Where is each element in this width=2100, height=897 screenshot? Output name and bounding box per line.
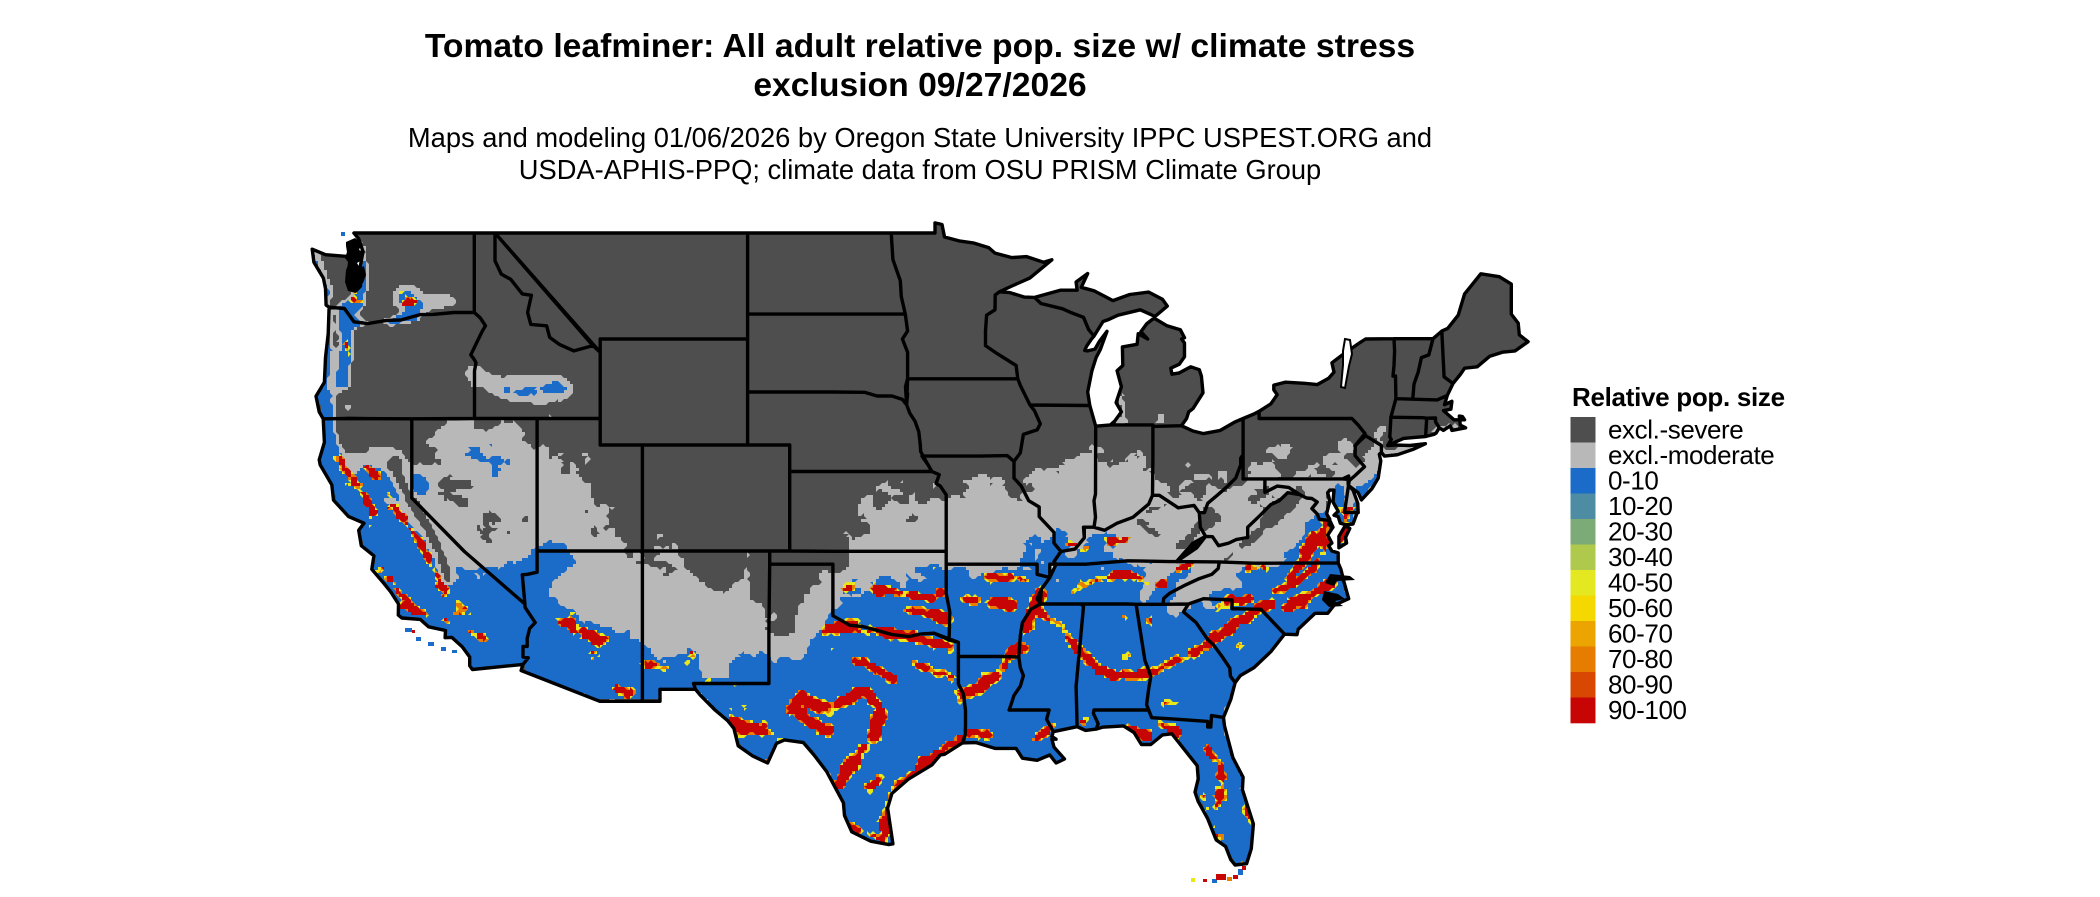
svg-text:40-50: 40-50: [1608, 568, 1673, 598]
svg-text:Maps and modeling 01/06/2026 b: Maps and modeling 01/06/2026 by Oregon S…: [408, 122, 1432, 153]
svg-text:exclusion 09/27/2026: exclusion 09/27/2026: [753, 66, 1086, 104]
svg-text:excl.-severe: excl.-severe: [1608, 415, 1743, 445]
svg-text:30-40: 30-40: [1608, 542, 1673, 572]
svg-text:Relative pop. size: Relative pop. size: [1572, 382, 1785, 412]
svg-text:10-20: 10-20: [1608, 491, 1673, 521]
svg-text:excl.-moderate: excl.-moderate: [1608, 440, 1774, 470]
svg-text:70-80: 70-80: [1608, 644, 1673, 674]
svg-text:0-10: 0-10: [1608, 466, 1658, 496]
svg-text:90-100: 90-100: [1608, 695, 1687, 725]
svg-text:80-90: 80-90: [1608, 670, 1673, 700]
svg-text:USDA-APHIS-PPQ; climate data f: USDA-APHIS-PPQ; climate data from OSU PR…: [519, 154, 1321, 185]
svg-text:20-30: 20-30: [1608, 517, 1673, 547]
svg-text:60-70: 60-70: [1608, 619, 1673, 649]
svg-text:50-60: 50-60: [1608, 593, 1673, 623]
svg-text:Tomato leafminer: All adult re: Tomato leafminer: All adult relative pop…: [425, 27, 1415, 65]
